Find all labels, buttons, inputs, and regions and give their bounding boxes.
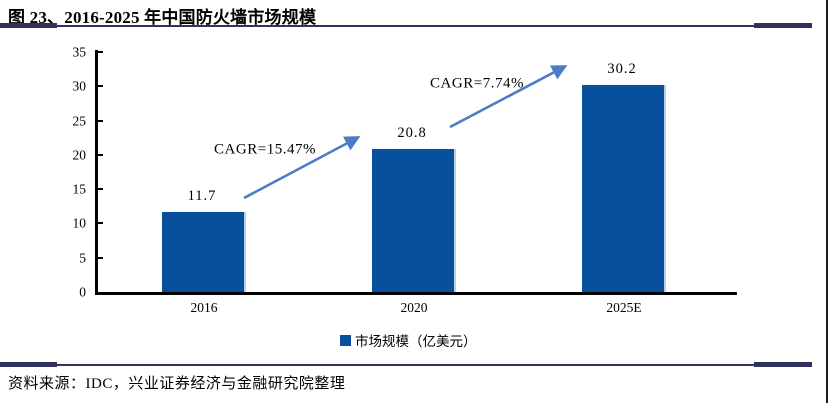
- y-tick-label: 5: [79, 250, 86, 266]
- x-axis-line: [95, 292, 737, 295]
- bar-2025E: [582, 84, 666, 292]
- bar-2020: [372, 149, 456, 292]
- page-right-border: [826, 0, 828, 403]
- y-tick-label: 35: [72, 44, 87, 60]
- legend-swatch-icon: [340, 334, 351, 346]
- cagr-label: CAGR=15.47%: [214, 141, 316, 158]
- bar-chart: 0 5 10 15 20 25 30 35 11.7 20.8 30.2 2016 2020 2025…: [0, 32, 800, 352]
- y-tick-label: 25: [72, 113, 87, 129]
- bar-2016: [162, 211, 246, 292]
- y-tick-label: 20: [72, 147, 87, 163]
- y-tick-mark: [98, 188, 103, 191]
- y-tick-label: 10: [72, 215, 87, 231]
- figure-title: 图 23、2016-2025 年中国防火墙市场规模: [8, 8, 317, 27]
- chart-legend: 市场规模（亿美元）: [340, 330, 477, 350]
- x-tick-label: 2025E: [606, 300, 642, 315]
- title-rule: [0, 25, 812, 27]
- legend-label: 市场规模（亿美元）: [355, 334, 477, 349]
- source-note: 资料来源：IDC，兴业证券经济与金融研究院整理: [8, 376, 346, 392]
- y-axis-line: [95, 50, 98, 295]
- y-tick-label: 30: [72, 78, 87, 94]
- title-rule-left-cap: [0, 23, 57, 28]
- y-tick-mark: [98, 85, 103, 88]
- y-tick-label: 15: [72, 181, 87, 197]
- bar-value-label: 11.7: [187, 187, 217, 204]
- cagr-label: CAGR=7.74%: [430, 75, 524, 92]
- x-tick-label: 2020: [400, 300, 428, 315]
- y-tick-mark: [98, 256, 103, 259]
- y-tick-label: 0: [79, 284, 86, 300]
- x-tick-label: 2016: [190, 300, 218, 315]
- y-tick-mark: [98, 222, 103, 225]
- y-tick-mark: [98, 119, 103, 122]
- footer-rule-left-cap: [0, 362, 57, 367]
- bar-value-label: 30.2: [607, 60, 637, 77]
- footer-rule: [0, 364, 812, 366]
- bar-value-label: 20.8: [397, 125, 427, 142]
- title-rule-right-cap: [754, 23, 812, 28]
- footer-rule-right-cap: [754, 362, 812, 367]
- y-tick-mark: [98, 51, 103, 53]
- y-tick-mark: [98, 153, 103, 156]
